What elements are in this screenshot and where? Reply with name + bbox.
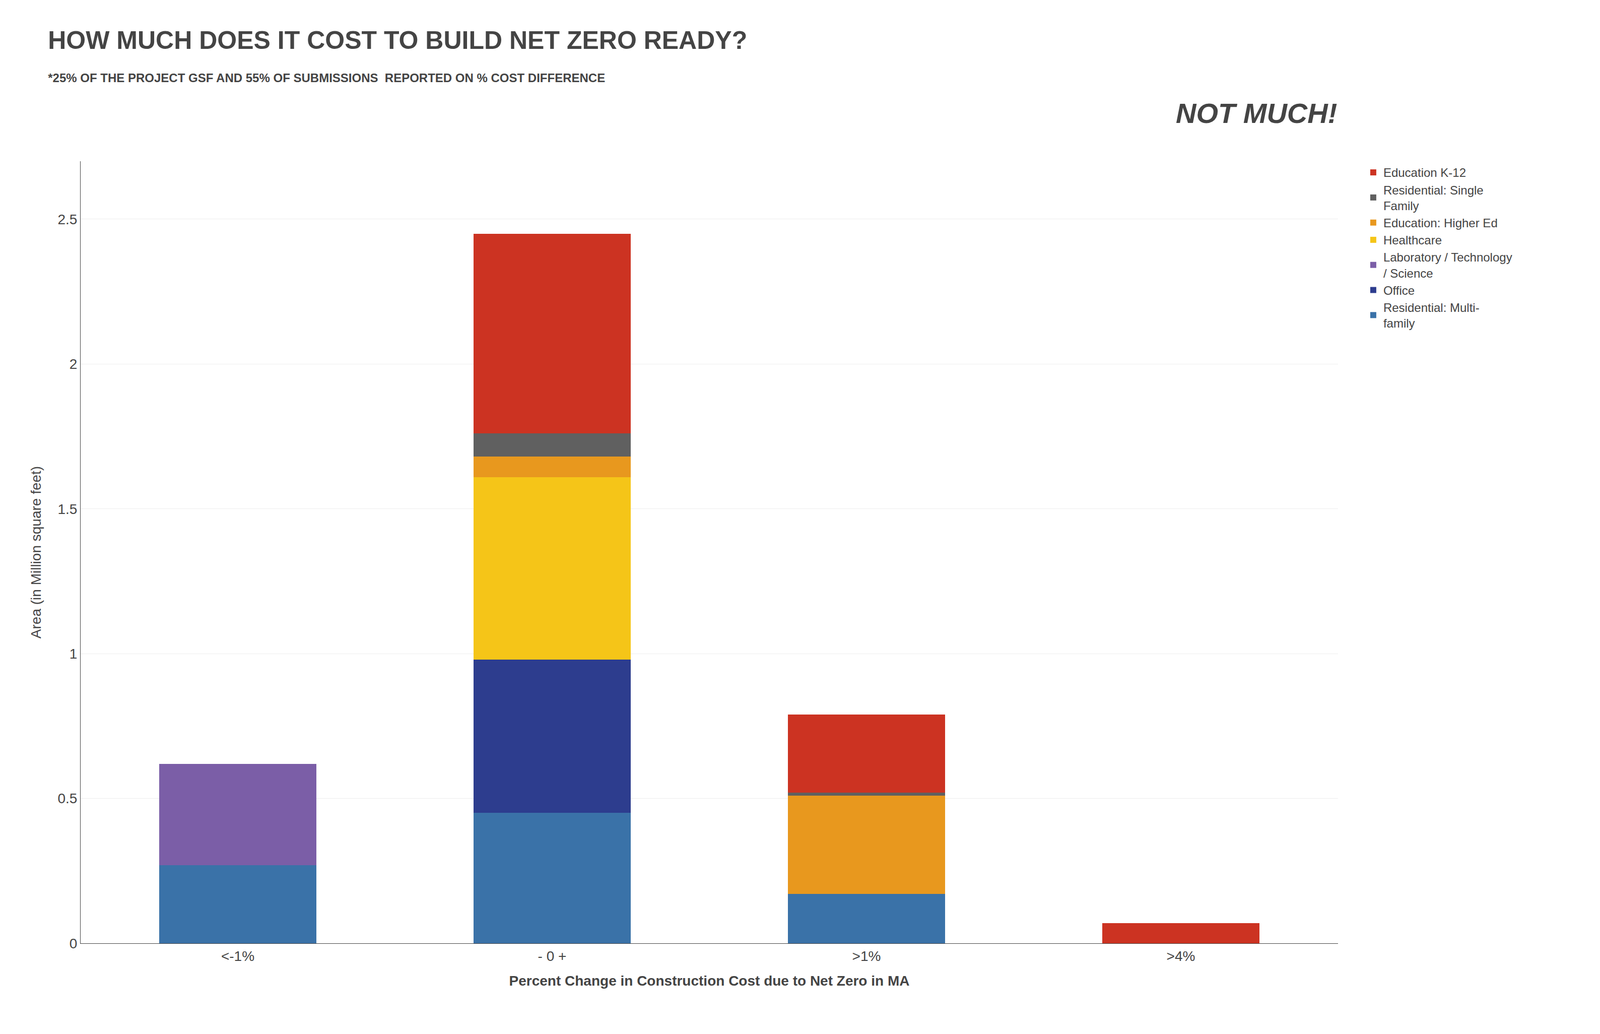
svg-text:0: 0: [69, 935, 78, 952]
svg-text:0.5: 0.5: [57, 790, 78, 807]
svg-text:Residential: SingleFamily: Residential: SingleFamily: [1383, 183, 1484, 213]
svg-text:Area (in Million square feet): Area (in Million square feet): [28, 465, 44, 639]
svg-text:<-1%: <-1%: [221, 948, 255, 964]
svg-text:Residential: Multi-family: Residential: Multi-family: [1383, 300, 1480, 330]
svg-text:Education: Higher Ed: Education: Higher Ed: [1383, 216, 1498, 230]
svg-text:*25% OF THE PROJECT GSF AND 55: *25% OF THE PROJECT GSF AND 55% OF SUBMI…: [47, 71, 606, 85]
svg-text:>1%: >1%: [852, 948, 882, 964]
svg-text:Laboratory / Technology/ Scien: Laboratory / Technology/ Science: [1383, 250, 1513, 280]
svg-text:HOW MUCH DOES IT COST TO BUILD: HOW MUCH DOES IT COST TO BUILD NET ZERO …: [47, 26, 748, 55]
svg-text:1.5: 1.5: [57, 501, 78, 517]
svg-text:2: 2: [69, 356, 78, 372]
svg-text:Education K-12: Education K-12: [1383, 165, 1466, 180]
svg-text:Percent Change in Construction: Percent Change in Construction Cost due …: [509, 972, 910, 989]
svg-text:NOT MUCH!: NOT MUCH!: [1175, 97, 1338, 129]
svg-text:Healthcare: Healthcare: [1383, 233, 1442, 247]
svg-text:>4%: >4%: [1166, 948, 1196, 964]
svg-text:Office: Office: [1383, 283, 1415, 298]
svg-text:1: 1: [69, 645, 78, 662]
svg-text:- 0 +: - 0 +: [538, 948, 567, 964]
svg-text:2.5: 2.5: [57, 211, 78, 228]
